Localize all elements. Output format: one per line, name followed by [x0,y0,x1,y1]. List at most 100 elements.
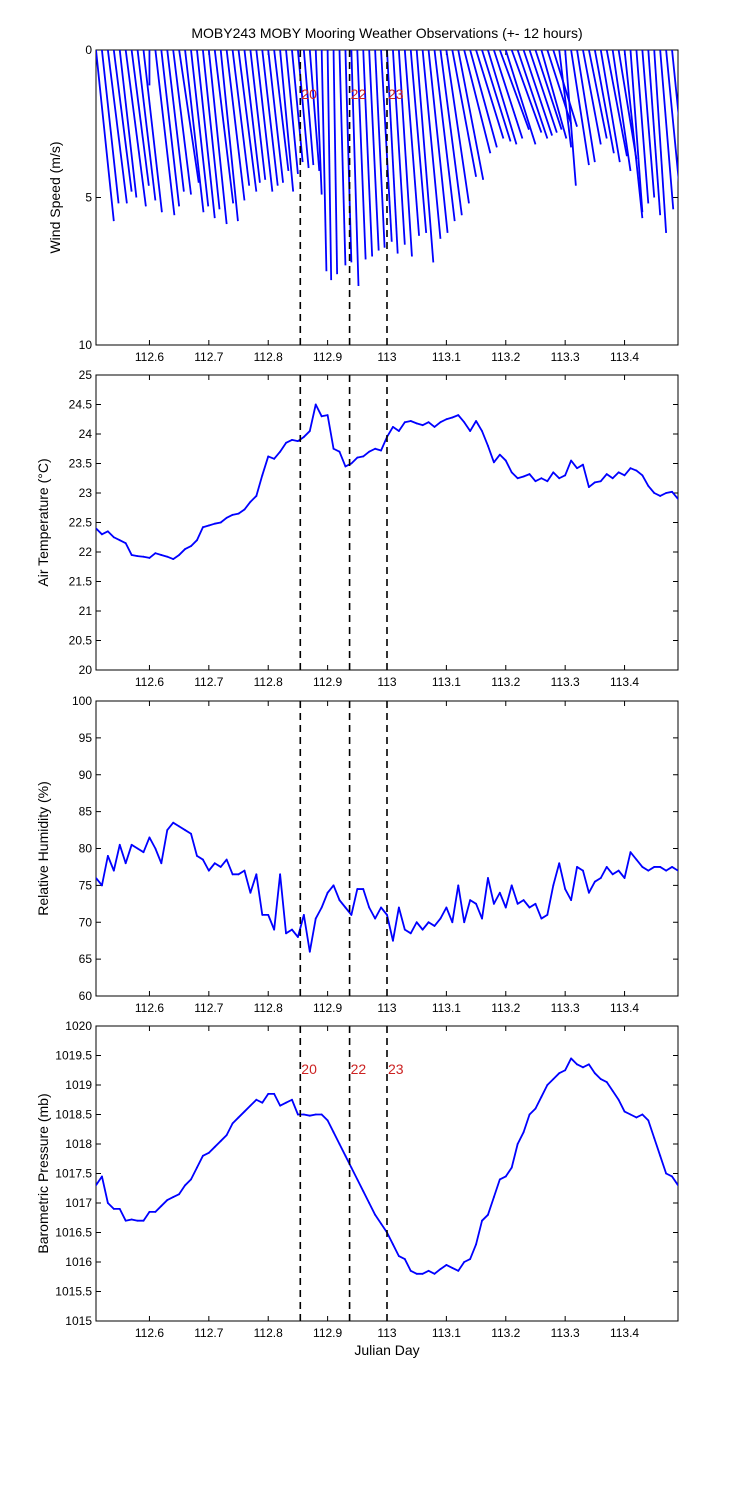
wind-vector [190,50,210,207]
series-segment [213,1140,222,1148]
series-segment [433,917,442,927]
series-segment [166,821,175,831]
series-segment [101,1175,109,1204]
series-segment [623,1110,632,1116]
x-tick-label: 112.7 [194,1001,223,1015]
series-segment [101,530,109,536]
series-segment [528,902,537,909]
wind-vector [178,50,200,183]
wind-vector [433,50,456,222]
series-segment [588,880,596,894]
series-segment [243,869,252,894]
series-segment [605,866,614,876]
series-segment [457,1261,466,1272]
series-segment [498,891,507,909]
wind-vector [386,50,399,254]
series-segment [350,888,359,916]
series-segment [308,403,317,432]
series-segment [255,474,264,497]
series-segment [118,1208,127,1222]
series-segment [558,862,567,890]
series-segment [540,1084,549,1098]
series-segment [397,421,406,432]
wind-vector [611,50,632,172]
series-segment [291,1098,299,1116]
wind-vector [302,50,315,166]
series-segment [552,1072,561,1080]
wind-vector [320,50,328,272]
series-segment [510,884,519,905]
series-segment [267,913,276,931]
wind-vector [445,50,470,204]
series-segment [653,492,662,497]
series-segment [184,1178,192,1187]
wind-vector [374,50,386,248]
series-segment [368,906,377,920]
series-segment [403,1258,412,1272]
y-tick-label: 60 [79,989,93,1003]
x-tick-label: 112.9 [313,1001,342,1015]
series-segment [243,1104,252,1113]
series-segment [106,530,115,539]
series-segment [457,884,466,924]
wind-vector [96,50,115,222]
series-segment [481,1213,489,1222]
x-tick-label: 112.9 [313,1326,342,1340]
series-segment [504,884,513,909]
series-segment [380,1222,388,1234]
series-segment [178,1184,186,1196]
series-segment [427,921,436,927]
series-segment [172,554,181,560]
series-segment [522,899,531,909]
y-tick-label: 1015.5 [55,1285,92,1299]
series-segment [386,1231,394,1246]
series-segment [641,1113,650,1122]
y-tick-label: 80 [79,842,93,856]
series-segment [374,1213,382,1225]
series-segment [593,480,602,484]
y-tick-label: 22.5 [69,516,93,530]
series-segment [564,459,573,477]
series-segment [487,1196,495,1216]
panel-2: 112.6 112.7 112.8 112.9 113 113.1 113.2 113.3 11… [35,368,679,689]
wind-vector [326,50,333,281]
series-segment [201,858,210,872]
series-segment [510,471,519,480]
series-segment [237,869,246,876]
series-segment [201,524,210,529]
series-segment [350,456,359,465]
series-segment [136,555,145,558]
wind-vector [267,50,284,183]
x-tick-label: 113.4 [610,675,639,689]
series-segment [207,1146,216,1154]
series-segment [338,1143,347,1157]
series-segment [451,884,460,924]
x-tick-label: 112.8 [254,1326,283,1340]
series-segment [148,552,157,559]
series-segment [255,1098,264,1104]
series-segment [445,416,454,421]
wind-vector [255,50,274,192]
wind-vector [136,50,157,201]
series-segment [332,447,341,453]
series-segment [409,921,418,935]
series-segment [207,862,216,872]
wind-vector [659,50,675,210]
series-segment [213,862,222,868]
series-segment [101,854,109,887]
event-label: 20 [301,1061,317,1077]
wind-vector [219,50,239,222]
series-segment [623,851,632,879]
series-segment [285,1098,293,1104]
series-segment [386,426,394,438]
wind-vector [308,50,321,172]
series-segment [243,500,252,511]
wind-vector [362,50,374,257]
x-tick-label: 112.9 [313,675,342,689]
wind-vector [130,50,150,186]
series-segment [320,891,329,909]
y-tick-label: 100 [72,694,92,708]
wind-vector [582,50,602,145]
series-segment [421,421,430,427]
series-segment [213,521,222,525]
